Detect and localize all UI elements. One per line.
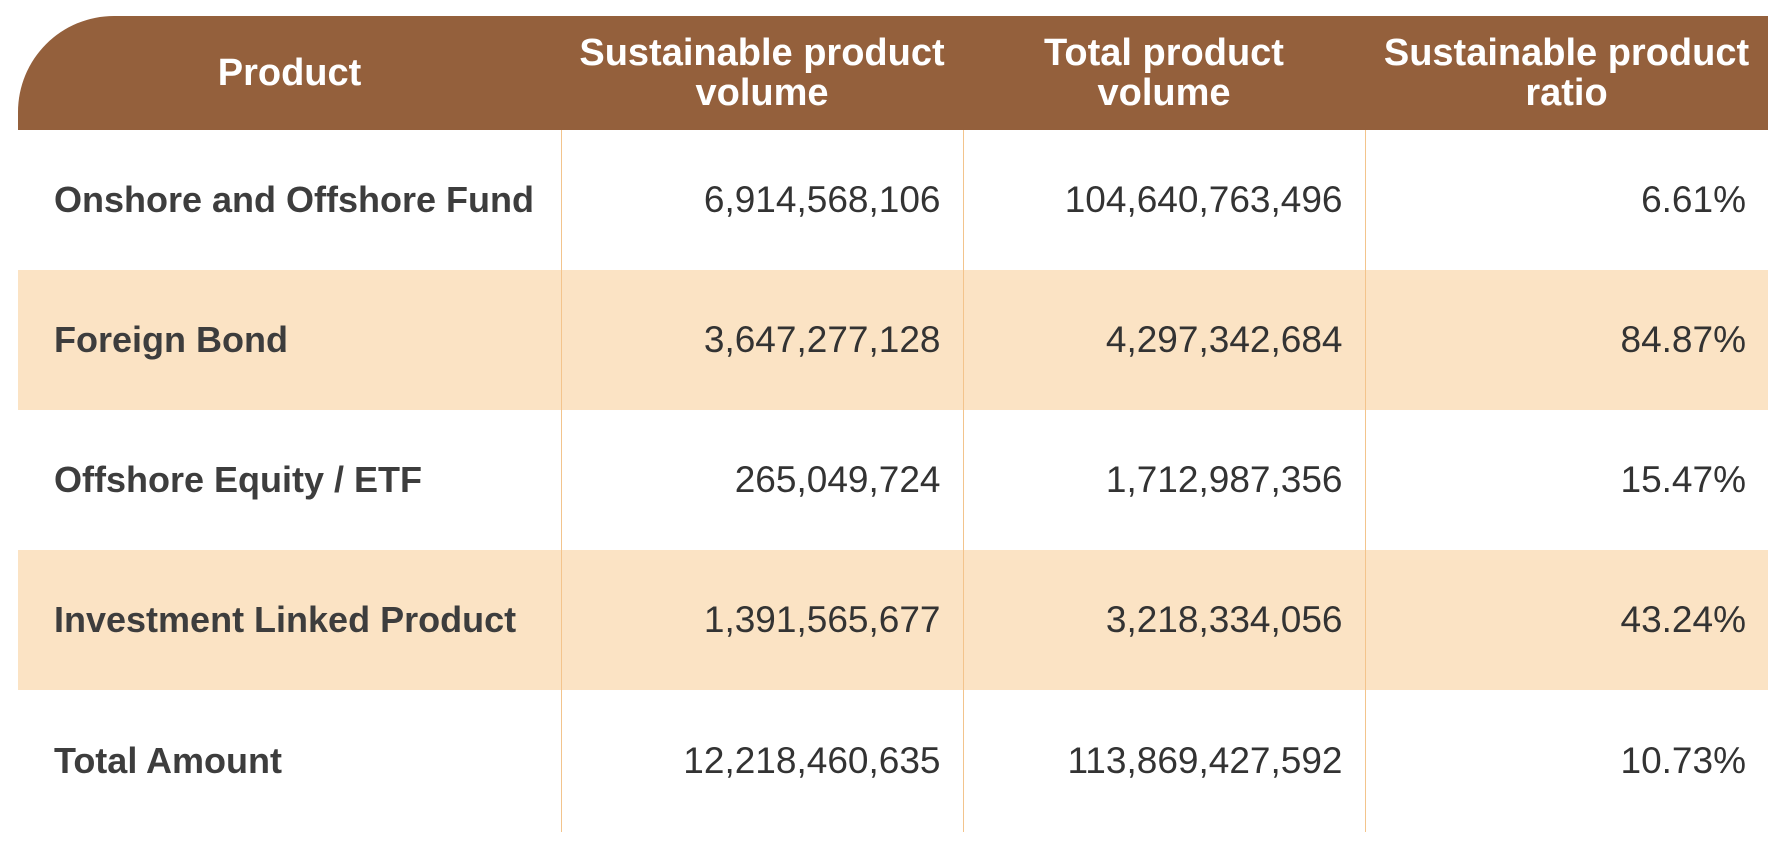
cell-total-label: Total Amount bbox=[54, 740, 282, 781]
header-product: Product bbox=[18, 16, 561, 130]
header-total-volume: Total product volume bbox=[963, 16, 1365, 130]
cell-total-total-volume: 113,869,427,592 bbox=[962, 690, 1365, 832]
cell-sustainable-volume: 6,914,568,106 bbox=[560, 130, 963, 270]
header-sustainable-volume: Sustainable product volume bbox=[561, 16, 963, 130]
table-row: Foreign Bond 3,647,277,128 4,297,342,684… bbox=[18, 270, 1768, 410]
cell-sustainable-volume: 3,647,277,128 bbox=[560, 270, 963, 410]
cell-total-sustainable-volume: 12,218,460,635 bbox=[560, 690, 963, 832]
cell-ratio: 84.87% bbox=[1364, 270, 1768, 410]
cell-ratio: 6.61% bbox=[1364, 130, 1768, 270]
product-volume-table: Product Sustainable product volume Total… bbox=[18, 16, 1768, 832]
cell-product: Onshore and Offshore Fund bbox=[54, 179, 535, 220]
header-row: Product Sustainable product volume Total… bbox=[18, 16, 1768, 130]
table-row: Onshore and Offshore Fund 6,914,568,106 … bbox=[18, 130, 1768, 270]
cell-sustainable-volume: 1,391,565,677 bbox=[560, 550, 963, 690]
total-row: Total Amount 12,218,460,635 113,869,427,… bbox=[18, 690, 1768, 832]
header-sustainable-ratio: Sustainable product ratio bbox=[1365, 16, 1768, 130]
table-header: Product Sustainable product volume Total… bbox=[18, 16, 1768, 130]
cell-product: Investment Linked Product bbox=[18, 550, 561, 690]
cell-sustainable-volume: 265,049,724 bbox=[560, 410, 963, 550]
cell-ratio: 43.24% bbox=[1364, 550, 1768, 690]
cell-total-volume: 4,297,342,684 bbox=[962, 270, 1365, 410]
cell-product: Offshore Equity / ETF bbox=[54, 459, 423, 500]
cell-product: Foreign Bond bbox=[18, 270, 561, 410]
table-body: Onshore and Offshore Fund 6,914,568,106 … bbox=[18, 130, 1768, 832]
cell-total-volume: 3,218,334,056 bbox=[962, 550, 1365, 690]
cell-total-ratio: 10.73% bbox=[1364, 690, 1768, 832]
table-row: Offshore Equity / ETF 265,049,724 1,712,… bbox=[18, 410, 1768, 550]
product-volume-table-container: Product Sustainable product volume Total… bbox=[18, 16, 1768, 832]
cell-total-volume: 1,712,987,356 bbox=[962, 410, 1365, 550]
table-row: Investment Linked Product 1,391,565,677 … bbox=[18, 550, 1768, 690]
cell-total-volume: 104,640,763,496 bbox=[962, 130, 1365, 270]
cell-ratio: 15.47% bbox=[1364, 410, 1768, 550]
